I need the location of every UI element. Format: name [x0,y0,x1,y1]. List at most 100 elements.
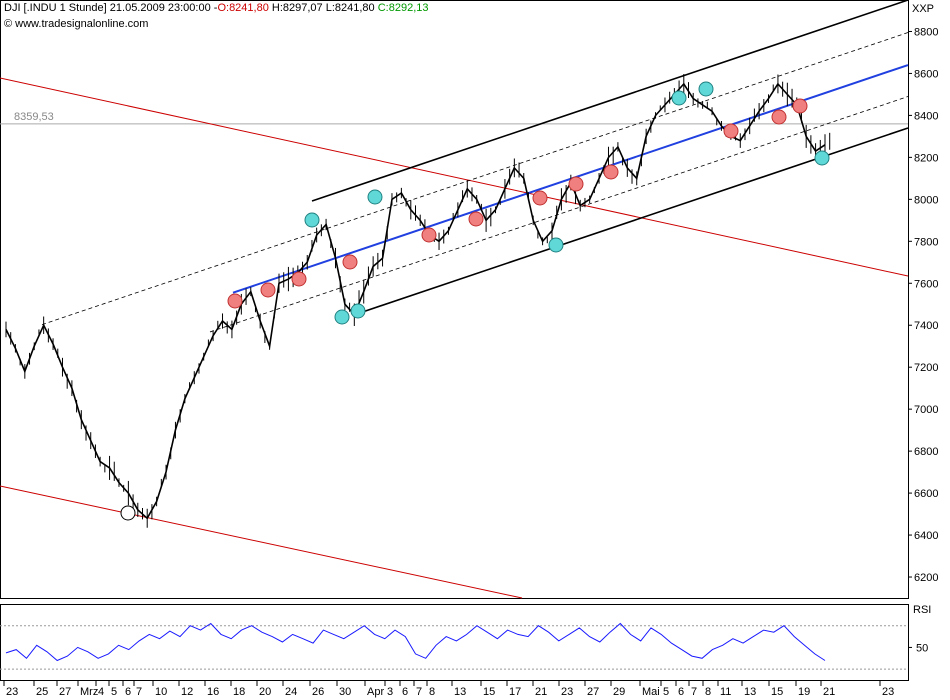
x-tick-label: 6 [125,686,131,698]
pivot-marker-red [792,98,808,114]
pivot-marker-red [723,123,739,139]
x-tick-label: 27 [59,686,71,698]
x-tick-label: 7 [691,686,697,698]
pivot-marker-red [227,293,243,309]
pivot-marker-cyan [304,212,320,228]
y-tick-label: 6800 [914,446,938,458]
pivot-marker-cyan [334,309,350,325]
datetime-label: 21.05.2009 23:00:00 [109,2,211,14]
rsi-panel: RSI 50 [0,604,931,681]
x-tick-label: 21 [535,686,547,698]
rsi-tick-label: 50 [916,642,928,654]
x-tick-label: 23 [882,686,894,698]
pivot-marker-cyan [350,303,366,319]
pivot-marker-cyan [367,189,383,205]
symbol-label: DJI [.INDU [4,2,57,14]
rsi-line [5,622,826,662]
pivot-marker-red [421,227,437,243]
pivot-marker-red [532,190,548,206]
x-tick-label: 15 [771,686,783,698]
high-label: H:8297,07 [271,2,323,14]
trend-lines [0,77,909,599]
reference-line: 8359,53 [0,111,908,125]
copyright-icon: © [4,18,13,30]
x-tick-label: 8 [429,686,435,698]
y-tick-label: 7400 [914,320,938,332]
x-tick-label: 19 [798,686,810,698]
x-tick-label: 15 [483,686,495,698]
x-tick-label: 23 [561,686,573,698]
pivot-markers [120,81,830,521]
trend-line-lower [0,485,523,599]
pivot-marker-low [120,505,136,521]
interval-label: 1 Stunde] [59,2,107,14]
rsi-title: RSI [913,604,931,616]
x-tick-label: 13 [454,686,466,698]
x-tick-label: 3 [387,686,393,698]
x-tick-label: 17 [509,686,521,698]
candles [5,74,831,528]
x-tick-label: 4 [98,686,104,698]
pivot-marker-cyan [814,150,830,166]
pivot-marker-red [468,211,484,227]
price-line [5,82,826,520]
x-tick-label: 26 [312,686,324,698]
trend-line-upper [0,77,909,277]
y-tick-label: 7200 [914,362,938,374]
pivot-marker-red [603,164,619,180]
x-tick-label: 11 [720,686,731,698]
pivot-marker-cyan [698,81,714,97]
channel-upper-mid-dashed [41,32,909,325]
x-tick-label: 7 [416,686,422,698]
website-label: www.tradesignalonline.com [15,18,149,30]
x-tick-label: 5 [663,686,669,698]
close-label: C:8292,13 [377,2,429,14]
x-tick-label: 13 [744,686,756,698]
y-tick-label: 6200 [914,572,938,584]
price-panel-frame [0,0,909,599]
open-label: O:8241,80 [217,2,269,14]
x-tick-label: 21 [823,686,835,698]
y-tick-label: 7000 [914,404,938,416]
pivot-marker-cyan [671,90,687,106]
pivot-marker-red [260,282,276,298]
x-tick-label: 24 [285,686,297,698]
y-tick-label: 8600 [914,68,938,80]
x-tick-label: 20 [259,686,271,698]
pivot-marker-red [771,109,787,125]
x-tick-label: 27 [587,686,599,698]
x-tick-label: Mrz [80,686,98,698]
x-tick-label: Mai [642,686,660,698]
pivot-marker-red [291,271,307,287]
low-label: L:8241,80 [325,2,375,14]
x-tick-label: 6 [402,686,408,698]
x-tick-label: Apr [367,686,384,698]
pivot-marker-red [568,176,584,192]
x-tick-label: 16 [207,686,219,698]
y-tick-label: 8000 [914,194,938,206]
y-axis-unit: XXP [912,3,934,15]
y-tick-label: 8200 [914,152,938,164]
y-tick-label: 8400 [914,110,938,122]
y-tick-label: 7600 [914,278,938,290]
pivot-marker-cyan [548,237,564,253]
x-tick-label: 10 [155,686,167,698]
x-tick-label: 29 [613,686,625,698]
x-tick-label: 18 [233,686,245,698]
x-tick-label: 12 [181,686,193,698]
pivot-marker-red [342,254,358,270]
website-line: © www.tradesignalonline.com [4,18,148,30]
x-tick-label: 30 [339,686,351,698]
x-tick-label: 5 [111,686,117,698]
rsi-panel-frame [0,604,909,681]
channel-upper-line [311,0,909,202]
y-axis: 6200 6400 6600 6800 7000 7200 7400 7600 7800 8000… [908,3,938,584]
x-axis: 23 25 27 Mrz 4 5 6 7 10 12 16 18 20 24 26 30 Apr 3 6 7 8 13 15… [3,680,894,698]
reference-value-label: 8359,53 [14,111,54,123]
y-tick-label: 6400 [914,530,938,542]
regression-channel [41,0,909,333]
y-tick-label: 7800 [914,236,938,248]
y-tick-label: 8800 [914,26,938,38]
x-tick-label: 25 [36,686,48,698]
